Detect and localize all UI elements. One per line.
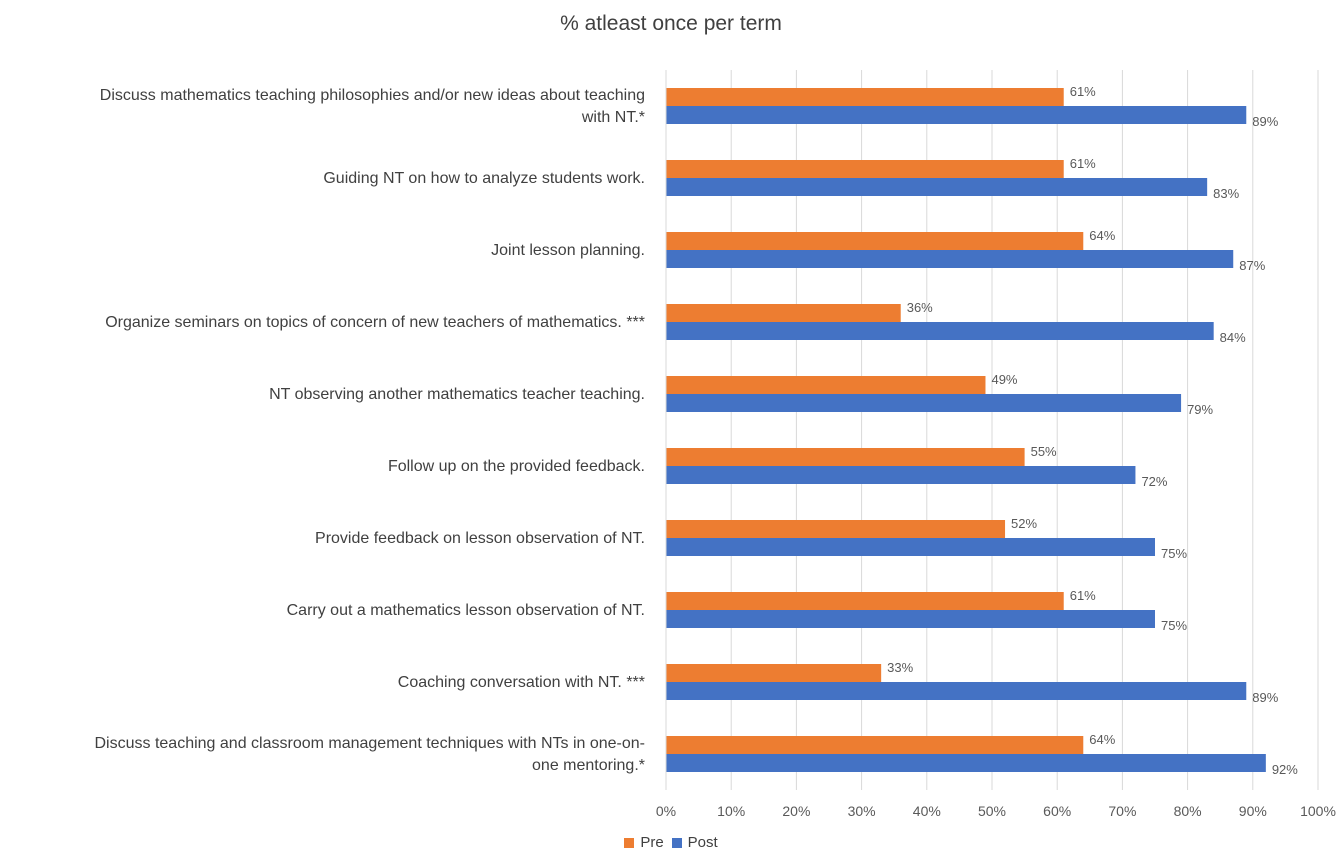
legend-swatch-pre (624, 837, 635, 848)
data-label-pre: 36% (907, 300, 933, 315)
data-label-post: 87% (1239, 258, 1265, 273)
category-label: Organize seminars on topics of concern o… (105, 314, 645, 331)
data-label-pre: 55% (1031, 444, 1057, 459)
x-tick-label: 50% (978, 803, 1006, 819)
bar-post (666, 682, 1247, 700)
x-tick-label: 10% (717, 803, 745, 819)
data-label-post: 89% (1252, 690, 1278, 705)
x-tick-label: 70% (1108, 803, 1136, 819)
data-label-post: 89% (1252, 114, 1278, 129)
category-label: one mentoring.* (532, 757, 645, 774)
category-label: Joint lesson planning. (491, 242, 645, 259)
data-label-pre: 64% (1089, 732, 1115, 747)
data-label-post: 92% (1272, 762, 1298, 777)
chart-title: % atleast once per term (560, 12, 782, 35)
data-label-pre: 61% (1070, 156, 1096, 171)
category-label: Follow up on the provided feedback. (388, 458, 645, 475)
bar-post (666, 250, 1234, 268)
bar-pre (666, 520, 1006, 538)
x-tick-label: 60% (1043, 803, 1071, 819)
x-tick-label: 0% (656, 803, 676, 819)
category-label: Carry out a mathematics lesson observati… (287, 602, 645, 619)
data-label-pre: 49% (991, 372, 1017, 387)
legend-swatch-post (671, 837, 682, 848)
x-tick-label: 90% (1239, 803, 1267, 819)
category-label: with NT.* (581, 109, 645, 126)
bar-pre (666, 88, 1064, 106)
bar-post (666, 106, 1247, 124)
bar-pre (666, 304, 901, 322)
legend-item-pre: Pre (624, 834, 664, 851)
bar-post (666, 178, 1208, 196)
data-label-pre: 61% (1070, 84, 1096, 99)
data-label-pre: 52% (1011, 516, 1037, 531)
data-label-post: 72% (1141, 474, 1167, 489)
bar-pre (666, 376, 986, 394)
legend-label-pre: Pre (640, 834, 664, 851)
legend-item-post: Post (671, 834, 718, 851)
bar-pre (666, 664, 882, 682)
bar-post (666, 754, 1266, 772)
category-label: Guiding NT on how to analyze students wo… (323, 170, 645, 187)
data-label-post: 75% (1161, 618, 1187, 633)
data-label-post: 84% (1220, 330, 1246, 345)
category-label: NT observing another mathematics teacher… (269, 386, 645, 403)
bar-pre (666, 736, 1084, 754)
bar-pre (666, 160, 1064, 178)
x-tick-label: 20% (782, 803, 810, 819)
x-tick-label: 30% (848, 803, 876, 819)
category-label: Discuss mathematics teaching philosophie… (100, 87, 645, 104)
data-label-post: 83% (1213, 186, 1239, 201)
category-label: Discuss teaching and classroom managemen… (95, 735, 646, 752)
legend: Pre Post (0, 834, 1342, 851)
bar-pre (666, 448, 1025, 466)
bar-pre (666, 592, 1064, 610)
category-label: Coaching conversation with NT. *** (398, 674, 645, 691)
data-label-pre: 64% (1089, 228, 1115, 243)
category-label: Provide feedback on lesson observation o… (315, 530, 645, 547)
x-tick-label: 40% (913, 803, 941, 819)
data-label-post: 79% (1187, 402, 1213, 417)
bar-pre (666, 232, 1084, 250)
bar-post (666, 394, 1182, 412)
data-label-pre: 61% (1070, 588, 1096, 603)
data-label-pre: 33% (887, 660, 913, 675)
bar-post (666, 538, 1155, 556)
x-tick-label: 100% (1300, 803, 1336, 819)
x-tick-label: 80% (1174, 803, 1202, 819)
bar-post (666, 322, 1214, 340)
data-label-post: 75% (1161, 546, 1187, 561)
bar-post (666, 466, 1136, 484)
legend-label-post: Post (687, 834, 718, 851)
bar-post (666, 610, 1155, 628)
